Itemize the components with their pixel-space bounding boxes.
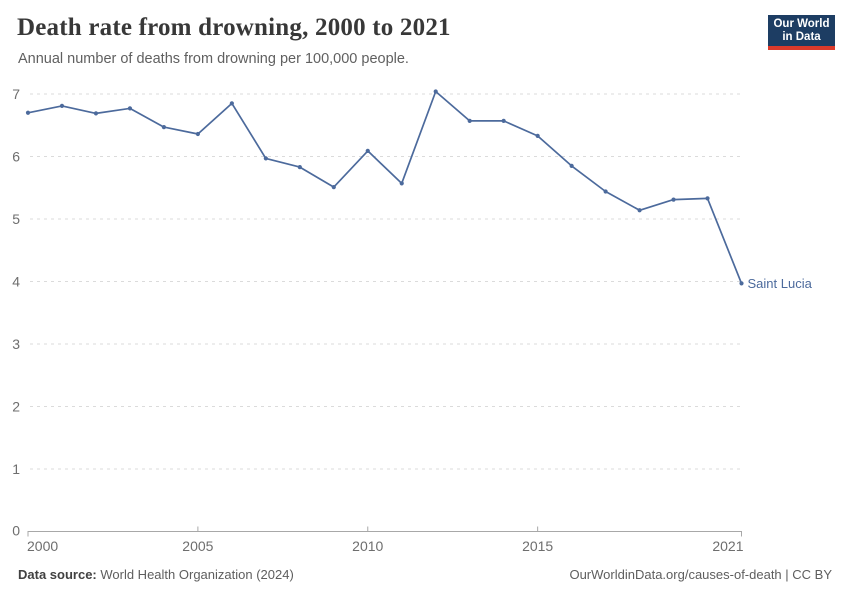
data-point[interactable]: [195, 131, 200, 137]
data-source-value: World Health Organization (2024): [96, 567, 294, 582]
data-point[interactable]: [229, 101, 234, 106]
x-axis-tick-label: 2015: [522, 538, 553, 554]
data-point[interactable]: [569, 163, 574, 168]
data-point[interactable]: [297, 165, 302, 170]
y-axis-tick-label: 2: [12, 399, 20, 415]
data-point[interactable]: [127, 106, 133, 111]
data-point[interactable]: [433, 89, 438, 94]
x-axis-tick-label: 2005: [182, 538, 213, 554]
y-axis-tick-label: 1: [12, 461, 20, 477]
data-point[interactable]: [705, 196, 710, 201]
data-point[interactable]: [671, 197, 676, 202]
data-point[interactable]: [501, 118, 506, 123]
data-point[interactable]: [603, 189, 608, 194]
data-point[interactable]: [25, 110, 31, 115]
data-point[interactable]: [59, 103, 65, 108]
data-point[interactable]: [467, 118, 472, 123]
y-axis-tick-label: 4: [12, 274, 20, 290]
attribution-link[interactable]: OurWorldinData.org/causes-of-death | CC …: [569, 567, 832, 582]
x-axis-line: [27, 531, 742, 537]
page-title: Death rate from drowning, 2000 to 2021: [17, 14, 451, 41]
data-point[interactable]: [263, 156, 268, 161]
chart-subtitle: Annual number of deaths from drowning pe…: [18, 51, 409, 67]
data-source-label: Data source:: [18, 567, 97, 582]
owid-logo-line1: Our World: [773, 17, 830, 30]
data-point[interactable]: [637, 208, 642, 213]
y-axis-tick-label: 6: [12, 149, 20, 165]
data-point[interactable]: [399, 181, 404, 186]
data-point[interactable]: [535, 133, 540, 138]
y-axis-tick-label: 7: [12, 86, 20, 102]
data-point[interactable]: [365, 148, 370, 153]
x-axis-tick-label: 2010: [352, 538, 383, 554]
x-axis-tick-label: 2000: [27, 538, 58, 554]
y-axis-tick-label: 0: [12, 523, 20, 539]
data-point[interactable]: [739, 281, 744, 286]
owid-logo-line2: in Data: [782, 30, 821, 43]
y-axis-tick-label: 5: [12, 211, 20, 227]
y-axis-tick-label: 3: [12, 336, 20, 352]
owid-logo[interactable]: Our World in Data: [768, 15, 835, 50]
data-point[interactable]: [93, 111, 99, 116]
series-end-label: Saint Lucia: [748, 276, 813, 291]
data-line: [27, 90, 743, 285]
data-point[interactable]: [161, 125, 167, 130]
data-source: Data source: World Health Organization (…: [18, 567, 294, 582]
data-point[interactable]: [331, 185, 336, 190]
x-axis-tick-label: 2021: [712, 538, 743, 554]
